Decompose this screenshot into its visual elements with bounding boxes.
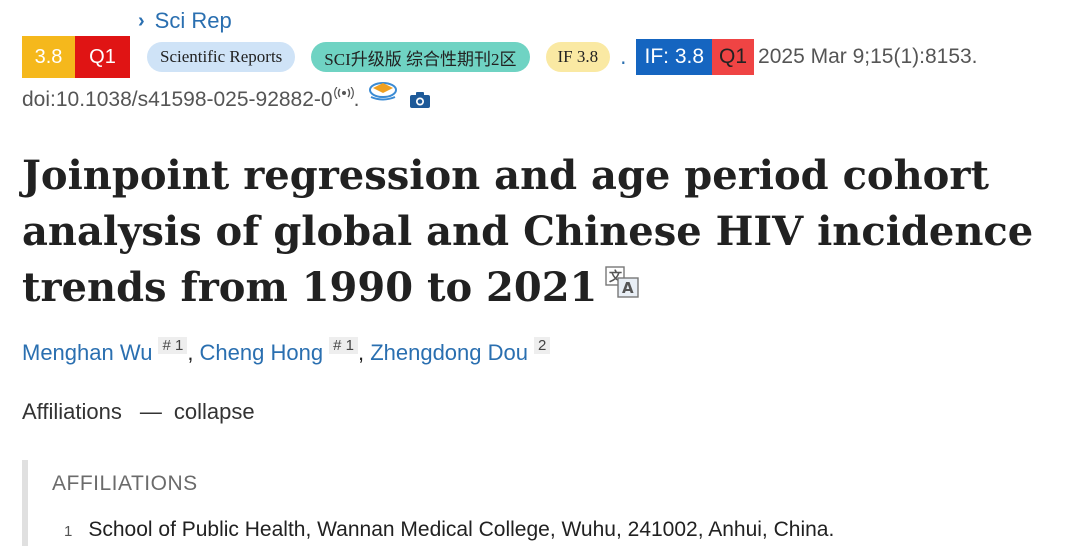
metrics-row: 3.8 Q1 Scientific Reports SCI升级版 综合性期刊2区… (22, 36, 978, 78)
separator-dot: . (620, 45, 627, 69)
affiliations-heading: AFFILIATIONS (52, 472, 198, 495)
if-pill: IF 3.8 (545, 42, 611, 72)
svg-text:A: A (622, 279, 634, 297)
affiliation-number: 1 (64, 523, 73, 540)
author-link[interactable]: Menghan Wu (22, 340, 153, 365)
author-affiliation-ref[interactable]: 2 (533, 337, 551, 354)
impact-factor-badge: 3.8 (22, 36, 75, 78)
author-separator: , (187, 340, 200, 365)
author-link[interactable]: Zhengdong Dou (370, 340, 528, 365)
journal-link[interactable]: › Sci Rep (138, 8, 232, 34)
author-separator: , (357, 340, 371, 365)
journal-full-pill: Scientific Reports (147, 42, 296, 72)
collapse-dash-icon: — (139, 399, 162, 424)
journal-name: Sci Rep (154, 8, 232, 33)
affiliations-label: Affiliations (22, 399, 122, 424)
doi-link[interactable]: 10.1038/s41598-025-92882-0 (55, 88, 333, 111)
scholar-hat-icon[interactable] (367, 80, 399, 108)
if-box: IF: 3.8 (636, 39, 713, 75)
citation-text: 2025 Mar 9;15(1):8153. (758, 45, 978, 68)
camera-icon[interactable] (409, 91, 431, 115)
doi-row: doi: 10.1038/s41598-025-92882-0 . (22, 82, 431, 115)
article-title-text: Joinpoint regression and age period coho… (22, 152, 1034, 311)
affiliation-item: 1 School of Public Health, Wannan Medica… (64, 518, 834, 542)
collapse-label: collapse (173, 399, 255, 424)
doi-prefix: doi: (22, 88, 56, 111)
author-link[interactable]: Cheng Hong (199, 340, 324, 365)
affiliations-panel: AFFILIATIONS 1 School of Public Health, … (22, 460, 1071, 546)
radio-waves-icon[interactable] (333, 86, 354, 102)
author-affiliation-ref[interactable]: # 1 (329, 337, 358, 354)
chevron-right-icon: › (138, 9, 145, 32)
article-title: Joinpoint regression and age period coho… (22, 148, 1067, 319)
q-box: Q1 (712, 39, 755, 75)
quartile-badge: Q1 (75, 36, 130, 78)
author-affiliation-ref[interactable]: # 1 (158, 337, 188, 354)
author-list: Menghan Wu # 1 , Cheng Hong # 1 , Zhengd… (22, 337, 551, 366)
affiliations-toggle[interactable]: Affiliations — collapse (22, 399, 255, 425)
sci-tag-pill: SCI升级版 综合性期刊2区 (311, 42, 530, 72)
doi-suffix: . (353, 88, 360, 111)
affiliation-text: School of Public Health, Wannan Medical … (88, 518, 835, 541)
